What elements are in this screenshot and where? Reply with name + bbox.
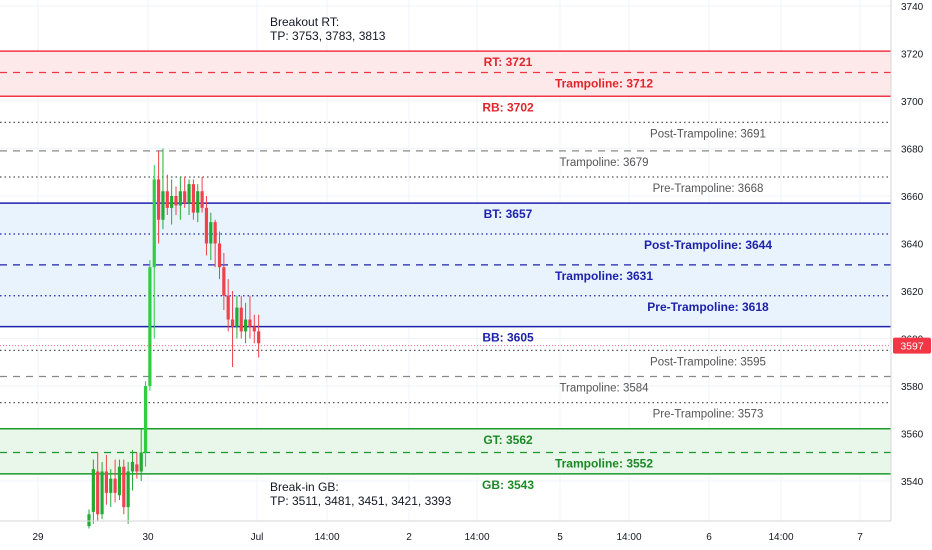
breakin-note-detail: TP: 3511, 3481, 3451, 3421, 3393 bbox=[270, 494, 452, 508]
candle-body bbox=[257, 331, 261, 344]
candle-body bbox=[217, 243, 222, 268]
candle-body bbox=[244, 319, 248, 332]
level-label: Pre-Trampoline: 3618 bbox=[647, 300, 769, 314]
level-label: RB: 3702 bbox=[482, 100, 534, 114]
x-tick-label: 14:00 bbox=[616, 532, 641, 543]
x-tick-label: 6 bbox=[706, 532, 712, 543]
candle-body bbox=[239, 307, 243, 332]
x-tick-label: 30 bbox=[142, 532, 154, 543]
candle-body bbox=[152, 179, 156, 268]
level-label: Post-Trampoline: 3644 bbox=[644, 238, 772, 252]
level-label: GB: 3543 bbox=[482, 478, 534, 492]
x-tick-label: 5 bbox=[557, 532, 563, 543]
annotations: Breakout RT:TP: 3753, 3783, 3813 Break-in… bbox=[270, 15, 452, 508]
candle-body bbox=[248, 319, 252, 327]
candle-body bbox=[174, 196, 178, 206]
candle-body bbox=[143, 386, 148, 453]
time-axis[interactable]: 29 30 Jul 14:00 2 14:00 5 14:00 6 14:00 7 bbox=[32, 532, 863, 543]
level-label: Post-Trampoline: 3691 bbox=[650, 128, 766, 140]
y-tick-label: 3640 bbox=[901, 240, 924, 251]
candle-body bbox=[204, 207, 209, 244]
red-zone bbox=[0, 51, 891, 97]
level-label: RT: 3721 bbox=[484, 55, 533, 69]
y-tick-label: 3660 bbox=[901, 192, 924, 203]
y-tick-label: 3620 bbox=[901, 287, 924, 298]
candle-body bbox=[109, 478, 113, 493]
level-label: BB: 3605 bbox=[482, 331, 534, 345]
green-zone bbox=[0, 428, 891, 474]
x-tick-label: 14:00 bbox=[464, 532, 489, 543]
level-label: Trampoline: 3712 bbox=[555, 77, 653, 91]
candle-body bbox=[187, 184, 191, 204]
candle-body bbox=[122, 466, 126, 508]
price-axis[interactable]: 3540356035803600362036403660368037003720… bbox=[901, 2, 924, 488]
y-tick-label: 3740 bbox=[901, 2, 924, 13]
candle-body bbox=[213, 222, 217, 244]
candle-body bbox=[113, 478, 117, 493]
level-label: Trampoline: 3584 bbox=[559, 383, 649, 395]
candle-body bbox=[139, 452, 143, 472]
last-price-label: 3597 bbox=[900, 341, 924, 353]
candle-body bbox=[170, 196, 174, 208]
x-tick-label: 14:00 bbox=[768, 532, 793, 543]
breakout-note-title: Breakout RT: bbox=[270, 15, 339, 29]
candle-body bbox=[96, 471, 100, 515]
candle-body bbox=[126, 471, 130, 508]
level-label: Pre-Trampoline: 3668 bbox=[653, 183, 764, 195]
x-tick-label: 14:00 bbox=[314, 532, 339, 543]
level-label: GT: 3562 bbox=[483, 433, 533, 447]
level-label: Trampoline: 3679 bbox=[559, 157, 648, 169]
y-tick-label: 3540 bbox=[901, 477, 924, 488]
candle-body bbox=[135, 464, 139, 472]
candle-body bbox=[178, 191, 182, 206]
candle-body bbox=[104, 471, 108, 493]
candle-body bbox=[196, 191, 200, 213]
candle-body bbox=[183, 191, 187, 204]
candle-body bbox=[209, 222, 213, 244]
x-tick-label: 2 bbox=[406, 532, 412, 543]
level-label: Pre-Trampoline: 3573 bbox=[653, 409, 764, 421]
candle-body bbox=[200, 191, 204, 208]
last-price-badge-bg bbox=[893, 337, 931, 354]
candle-body bbox=[230, 319, 235, 327]
x-tick-label: Jul bbox=[251, 532, 264, 543]
candle-body bbox=[148, 267, 152, 386]
candle-body bbox=[235, 307, 239, 327]
last-price-badge: 3597 bbox=[0, 337, 931, 354]
candle-body bbox=[91, 469, 95, 512]
candle-body bbox=[87, 514, 91, 527]
candle-body bbox=[222, 267, 226, 296]
x-tick-label: 29 bbox=[32, 532, 44, 543]
level-label: Trampoline: 3631 bbox=[555, 269, 653, 283]
candle-body bbox=[157, 179, 161, 220]
candle-body bbox=[165, 191, 169, 208]
candle-body bbox=[252, 326, 256, 332]
candle-body bbox=[161, 191, 165, 220]
level-label: Post-Trampoline: 3595 bbox=[650, 356, 766, 368]
candle-body bbox=[117, 466, 122, 496]
candle-body bbox=[130, 462, 135, 472]
level-label: Trampoline: 3552 bbox=[555, 457, 653, 471]
breakin-note-title: Break-in GB: bbox=[270, 480, 339, 494]
level-labels: RT: 3721 Trampoline: 3712 RB: 3702 Post-Tra… bbox=[482, 55, 772, 492]
candle-body bbox=[191, 184, 195, 213]
candle-body bbox=[100, 471, 104, 515]
candle-body bbox=[226, 295, 230, 320]
y-tick-label: 3580 bbox=[901, 382, 924, 393]
x-tick-label: 7 bbox=[857, 532, 863, 543]
y-tick-label: 3720 bbox=[901, 50, 924, 61]
level-label: BT: 3657 bbox=[484, 207, 533, 221]
y-tick-label: 3700 bbox=[901, 97, 924, 108]
breakout-note-detail: TP: 3753, 3783, 3813 bbox=[270, 29, 386, 43]
candles bbox=[87, 148, 261, 529]
y-tick-label: 3680 bbox=[901, 145, 924, 156]
y-tick-label: 3560 bbox=[901, 430, 924, 441]
